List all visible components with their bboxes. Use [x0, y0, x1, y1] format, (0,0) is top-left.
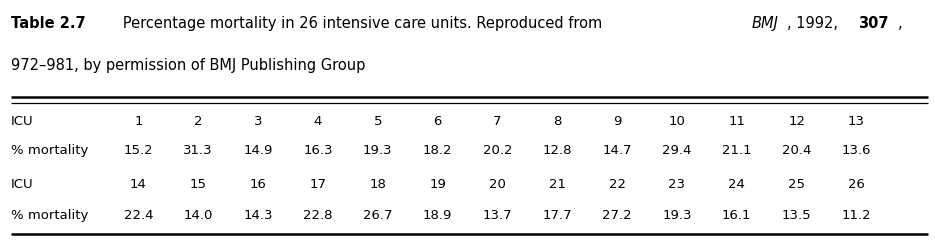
Text: 12.8: 12.8 [542, 144, 572, 157]
Text: 307: 307 [858, 16, 889, 30]
Text: 20.4: 20.4 [782, 144, 812, 157]
Text: 18: 18 [369, 178, 386, 191]
Text: 13.6: 13.6 [842, 144, 871, 157]
Text: % mortality: % mortality [11, 209, 89, 222]
Text: 22.8: 22.8 [303, 209, 333, 222]
Text: 15.2: 15.2 [123, 144, 153, 157]
Text: BMJ: BMJ [752, 16, 779, 30]
Text: 20: 20 [489, 178, 506, 191]
Text: 16: 16 [250, 178, 266, 191]
Text: % mortality: % mortality [11, 144, 89, 157]
Text: 2: 2 [194, 115, 203, 128]
Text: 11: 11 [728, 115, 745, 128]
Text: 16.1: 16.1 [722, 209, 752, 222]
Text: Table 2.7: Table 2.7 [11, 16, 86, 30]
Text: 13.5: 13.5 [782, 209, 812, 222]
Text: , 1992,: , 1992, [786, 16, 842, 30]
Text: 21.1: 21.1 [722, 144, 752, 157]
Text: 3: 3 [253, 115, 263, 128]
Text: 1: 1 [134, 115, 143, 128]
Text: 4: 4 [314, 115, 322, 128]
Text: 14.0: 14.0 [183, 209, 213, 222]
Text: 23: 23 [669, 178, 685, 191]
Text: 13.7: 13.7 [482, 209, 512, 222]
Text: 18.9: 18.9 [423, 209, 453, 222]
Text: 27.2: 27.2 [602, 209, 632, 222]
Text: 19.3: 19.3 [363, 144, 393, 157]
Text: 11.2: 11.2 [842, 209, 871, 222]
Text: 26.7: 26.7 [363, 209, 393, 222]
Text: 14.7: 14.7 [602, 144, 632, 157]
Text: 5: 5 [373, 115, 382, 128]
Text: 13: 13 [848, 115, 865, 128]
Text: 22: 22 [609, 178, 626, 191]
Text: 12: 12 [788, 115, 805, 128]
Text: 22.4: 22.4 [123, 209, 153, 222]
Text: 6: 6 [434, 115, 441, 128]
Text: 20.2: 20.2 [482, 144, 512, 157]
Text: 972–981, by permission of BMJ Publishing Group: 972–981, by permission of BMJ Publishing… [11, 58, 366, 72]
Text: 16.3: 16.3 [303, 144, 333, 157]
Text: Percentage mortality in 26 intensive care units. Reproduced from: Percentage mortality in 26 intensive car… [109, 16, 607, 30]
Text: 14.3: 14.3 [243, 209, 273, 222]
Text: 7: 7 [493, 115, 502, 128]
Text: 29.4: 29.4 [662, 144, 692, 157]
Text: 17.7: 17.7 [542, 209, 572, 222]
Text: 9: 9 [613, 115, 621, 128]
Text: 17: 17 [309, 178, 326, 191]
Text: 21: 21 [549, 178, 566, 191]
Text: 10: 10 [669, 115, 685, 128]
Text: 19.3: 19.3 [662, 209, 692, 222]
Text: ICU: ICU [11, 115, 34, 128]
Text: ICU: ICU [11, 178, 34, 191]
Text: 15: 15 [190, 178, 207, 191]
Text: 25: 25 [788, 178, 805, 191]
Text: 8: 8 [554, 115, 561, 128]
Text: 31.3: 31.3 [183, 144, 213, 157]
Text: 14: 14 [130, 178, 147, 191]
Text: 26: 26 [848, 178, 865, 191]
Text: 14.9: 14.9 [243, 144, 273, 157]
Text: ,: , [898, 16, 902, 30]
Text: 19: 19 [429, 178, 446, 191]
Text: 24: 24 [728, 178, 745, 191]
Text: 18.2: 18.2 [423, 144, 453, 157]
